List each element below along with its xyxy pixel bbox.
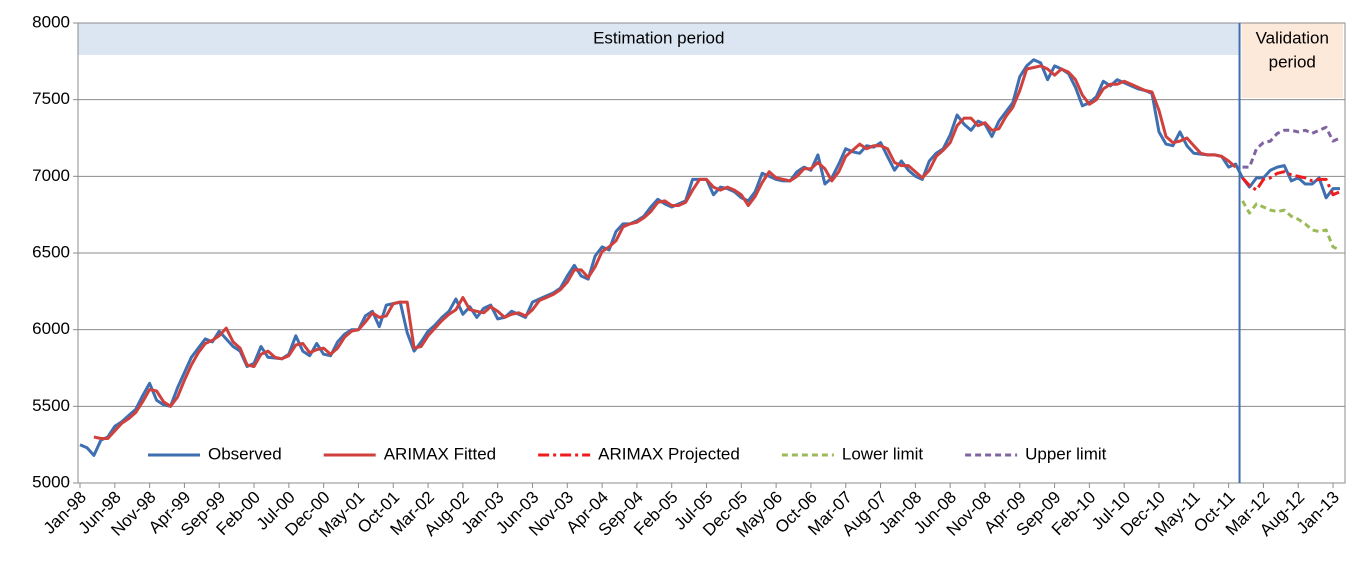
y-tick-label: 6500 <box>32 242 70 261</box>
series-line <box>1241 170 1341 197</box>
series-line <box>1241 200 1341 252</box>
series-line <box>1242 125 1341 169</box>
estimation-label: Estimation period <box>593 28 724 47</box>
series-line <box>93 64 1237 440</box>
y-tick-label: 6000 <box>32 319 70 338</box>
validation-band <box>1241 23 1343 98</box>
legend-label: ARIMAX Fitted <box>384 444 496 463</box>
series-line <box>79 58 1340 457</box>
validation-label: Validation <box>1256 28 1329 47</box>
y-tick-label: 7000 <box>32 166 70 185</box>
legend-label: Lower limit <box>842 444 924 463</box>
legend-label: ARIMAX Projected <box>598 444 740 463</box>
estimation-band <box>78 23 1240 55</box>
legend-label: Observed <box>208 444 282 463</box>
y-tick-label: 8000 <box>32 12 70 31</box>
y-tick-label: 7500 <box>32 89 70 108</box>
y-tick-label: 5000 <box>32 472 70 491</box>
plot-frame <box>77 22 1346 484</box>
validation-label: period <box>1269 52 1316 71</box>
legend-label: Upper limit <box>1025 444 1107 463</box>
y-tick-label: 5500 <box>32 396 70 415</box>
